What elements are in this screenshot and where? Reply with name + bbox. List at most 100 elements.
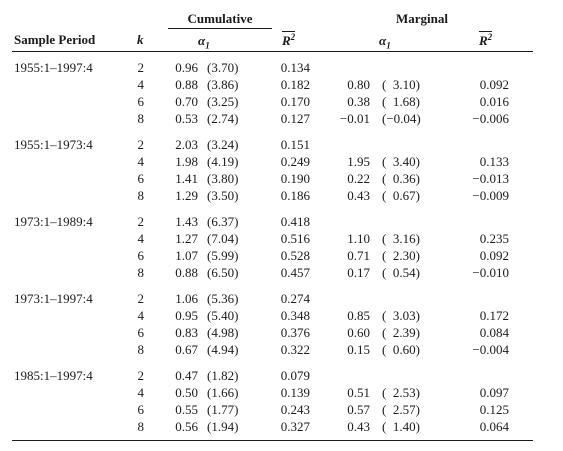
cumulative-alpha-cell: 1.27 [175, 231, 198, 246]
sample-period-label: 1973:1–1989:4 [14, 214, 93, 229]
marginal-r2-cell: 0.084 [479, 325, 509, 340]
cumulative-r2-cell: 0.249 [280, 154, 310, 169]
cumulative-tstat-cell: (5.36) [207, 291, 239, 306]
cumulative-r2-cell: 0.134 [280, 60, 310, 75]
k-cell: 2 [137, 368, 145, 383]
cumulative-tstat-cell: (7.04) [207, 231, 239, 246]
marginal-r2-cell: −0.006 [472, 111, 509, 126]
marginal-tstat-cell: ( 1.68) [382, 94, 420, 109]
marginal-r2-cell: −0.009 [472, 188, 509, 203]
marginal-alpha-cell: 0.57 [347, 402, 370, 417]
cumulative-r2-cell: 0.170 [280, 94, 310, 109]
cumulative-r2-cell: 0.376 [280, 325, 310, 340]
cumulative-r2-cell: 0.322 [280, 342, 310, 357]
marginal-alpha-cell: 0.80 [347, 77, 370, 92]
cumulative-r2-cell: 0.151 [280, 137, 310, 152]
cumulative-r2-cell: 0.327 [280, 419, 310, 434]
marginal-tstat-cell: (−0.04) [382, 111, 421, 126]
marginal-r2-cell: 0.172 [479, 308, 509, 323]
marginal-tstat-cell: ( 3.40) [382, 154, 420, 169]
marginal-tstat-cell: ( 2.39) [382, 325, 420, 340]
marginal-r2-cell: 0.235 [479, 231, 509, 246]
marginal-r2-cell: −0.013 [472, 171, 509, 186]
cumulative-alpha-cell: 0.88 [175, 265, 198, 280]
marginal-r2-cell: 0.133 [479, 154, 509, 169]
cumulative-r2-cell: 0.274 [280, 291, 310, 306]
cumulative-r2-cell: 0.186 [280, 188, 310, 203]
k-cell: 8 [137, 188, 145, 203]
k-header: k [137, 32, 144, 47]
cumulative-tstat-cell: (1.94) [207, 419, 239, 434]
cumulative-alpha-cell: 1.43 [175, 214, 198, 229]
k-cell: 6 [137, 248, 145, 263]
marginal-alpha-cell: 0.51 [347, 385, 370, 400]
k-cell: 2 [137, 291, 145, 306]
marginal-tstat-cell: ( 2.30) [382, 248, 420, 263]
cumulative-tstat-cell: (6.50) [207, 265, 239, 280]
cumulative-underline [168, 28, 272, 29]
marginal-r2-cell: 0.016 [479, 94, 509, 109]
cumulative-alpha-cell: 1.41 [175, 171, 198, 186]
cumulative-alpha-cell: 1.29 [175, 188, 198, 203]
bottom-rule [12, 440, 533, 441]
marginal-tstat-cell: ( 3.16) [382, 231, 420, 246]
k-cell: 6 [137, 94, 145, 109]
marginal-r2-cell: 0.064 [479, 419, 509, 434]
k-cell: 6 [137, 402, 145, 417]
marginal-r2-cell: 0.097 [479, 385, 509, 400]
k-cell: 8 [137, 419, 145, 434]
cumulative-alpha-header: α1 [198, 33, 210, 51]
cumulative-tstat-cell: (4.98) [207, 325, 239, 340]
sample-period-label: 1955:1–1997:4 [14, 60, 93, 75]
marginal-r2-cell: 0.092 [479, 248, 509, 263]
cumulative-r2-cell: 0.079 [280, 368, 310, 383]
cumulative-r2-cell: 0.182 [280, 77, 310, 92]
marginal-tstat-cell: ( 0.36) [382, 171, 420, 186]
k-cell: 4 [137, 385, 145, 400]
marginal-r2-cell: 0.125 [479, 402, 509, 417]
cumulative-alpha-cell: 2.03 [175, 137, 198, 152]
cumulative-alpha-cell: 0.53 [175, 111, 198, 126]
cumulative-r2-cell: 0.418 [280, 214, 310, 229]
k-cell: 2 [137, 137, 145, 152]
marginal-tstat-cell: ( 2.57) [382, 402, 420, 417]
cumulative-r2-cell: 0.348 [280, 308, 310, 323]
cumulative-tstat-cell: (5.40) [207, 308, 239, 323]
marginal-alpha-cell: 0.71 [347, 248, 370, 263]
k-cell: 4 [137, 154, 145, 169]
marginal-alpha-header: α1 [379, 33, 391, 51]
k-cell: 2 [137, 60, 145, 75]
sample-period-label: 1955:1–1973:4 [14, 137, 93, 152]
cumulative-tstat-cell: (2.74) [207, 111, 239, 126]
marginal-alpha-cell: 1.10 [347, 231, 370, 246]
cumulative-alpha-cell: 1.07 [175, 248, 198, 263]
k-cell: 4 [137, 77, 145, 92]
marginal-tstat-cell: ( 3.03) [382, 308, 420, 323]
k-cell: 6 [137, 171, 145, 186]
marginal-tstat-cell: ( 3.10) [382, 77, 420, 92]
header-rule [12, 51, 533, 52]
marginal-r2-header: R2 [479, 31, 493, 48]
cumulative-alpha-cell: 0.56 [175, 419, 198, 434]
cumulative-alpha-cell: 1.98 [175, 154, 198, 169]
marginal-alpha-cell: 0.60 [347, 325, 370, 340]
sample-period-label: 1973:1–1997:4 [14, 291, 93, 306]
cumulative-tstat-cell: (1.77) [207, 402, 239, 417]
marginal-tstat-cell: ( 2.53) [382, 385, 420, 400]
marginal-alpha-cell: 0.22 [347, 171, 370, 186]
marginal-alpha-cell: 0.38 [347, 94, 370, 109]
marginal-tstat-cell: ( 1.40) [382, 419, 420, 434]
sample-period-header: Sample Period [14, 32, 96, 47]
cumulative-alpha-cell: 0.47 [175, 368, 198, 383]
cumulative-tstat-cell: (4.19) [207, 154, 239, 169]
cumulative-tstat-cell: (3.80) [207, 171, 239, 186]
cumulative-tstat-cell: (5.99) [207, 248, 239, 263]
k-cell: 8 [137, 265, 145, 280]
k-cell: 4 [137, 308, 145, 323]
marginal-tstat-cell: ( 0.60) [382, 342, 420, 357]
cumulative-alpha-cell: 0.50 [175, 385, 198, 400]
cumulative-r2-header: R2 [282, 31, 296, 48]
marginal-alpha-cell: 0.43 [347, 188, 370, 203]
marginal-alpha-cell: 0.15 [347, 342, 370, 357]
cumulative-tstat-cell: (3.86) [207, 77, 239, 92]
